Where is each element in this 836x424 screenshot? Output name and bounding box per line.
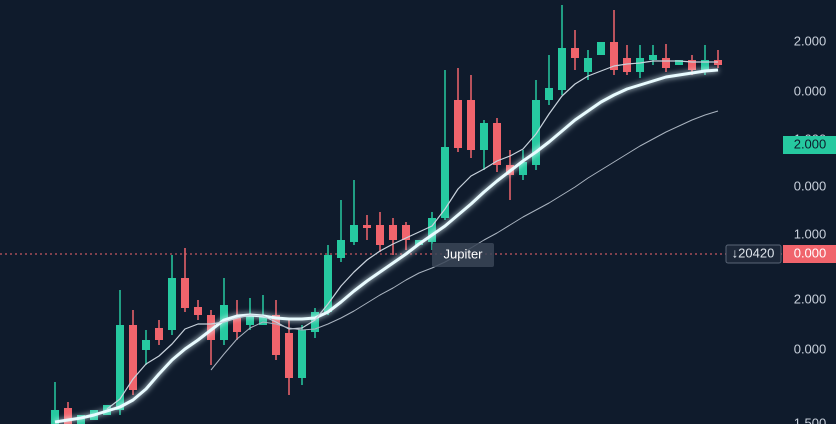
y-tick-label: 2.000 bbox=[794, 291, 827, 306]
candle-body bbox=[701, 60, 709, 72]
name-label: Jupiter bbox=[443, 246, 483, 261]
candle-body bbox=[545, 88, 553, 100]
candle-body bbox=[168, 278, 176, 330]
y-tick-label: 0.000 bbox=[794, 341, 827, 356]
candle-body bbox=[285, 333, 293, 378]
current-price-badge bbox=[783, 245, 836, 263]
candle-body bbox=[181, 278, 189, 308]
candle-body bbox=[337, 240, 345, 258]
candle-body bbox=[259, 315, 267, 325]
candle-body bbox=[311, 312, 319, 332]
candle-body bbox=[402, 225, 410, 240]
candle-body bbox=[662, 58, 670, 68]
candle-body bbox=[467, 100, 475, 150]
candle-body bbox=[688, 60, 696, 70]
candle-body bbox=[610, 42, 618, 70]
candle-body bbox=[428, 218, 436, 242]
candle-body bbox=[584, 58, 592, 72]
candle-body bbox=[142, 340, 150, 350]
current-price-label: 0.000 bbox=[794, 245, 827, 260]
candle-body bbox=[324, 255, 332, 312]
y-tick-label: 1.000 bbox=[794, 226, 827, 241]
price-badge-label: 2.000 bbox=[794, 136, 827, 151]
candle-body bbox=[675, 60, 683, 65]
candle-body bbox=[64, 408, 72, 424]
candle-body bbox=[363, 225, 371, 228]
countdown-box bbox=[725, 244, 782, 264]
y-tick-label: 0.000 bbox=[794, 178, 827, 193]
y-tick-label: 1.500 bbox=[794, 415, 827, 424]
candle-body bbox=[454, 100, 462, 148]
candle-body bbox=[623, 58, 631, 72]
ma-line bbox=[106, 60, 718, 410]
price-badge bbox=[783, 136, 836, 154]
candle-body bbox=[272, 315, 280, 355]
candle-body bbox=[155, 328, 163, 340]
candle-body bbox=[194, 307, 202, 315]
candle-body bbox=[207, 315, 215, 340]
candle-body bbox=[389, 225, 397, 240]
candle-body bbox=[636, 58, 644, 72]
candle-body bbox=[350, 225, 358, 242]
candle-body bbox=[441, 147, 449, 218]
candle-body bbox=[649, 55, 657, 60]
candle-body bbox=[571, 48, 579, 58]
ma-line bbox=[54, 68, 719, 424]
candle-body bbox=[298, 330, 306, 378]
candle-body bbox=[597, 42, 605, 55]
candle-body bbox=[532, 100, 540, 165]
candle-body bbox=[129, 325, 137, 390]
candle-body bbox=[116, 325, 124, 410]
candle-body bbox=[558, 48, 566, 90]
candle-body bbox=[519, 162, 527, 175]
candle-body bbox=[51, 410, 59, 424]
candle-body bbox=[246, 315, 254, 325]
name-label-box bbox=[432, 243, 494, 267]
candle-body bbox=[376, 225, 384, 245]
candle-body bbox=[480, 123, 488, 150]
countdown-label: ↓20420 bbox=[732, 245, 775, 260]
candle-body bbox=[233, 318, 241, 332]
y-tick-label: 0.000 bbox=[794, 83, 827, 98]
y-tick-label: 2.000 bbox=[794, 33, 827, 48]
candle-body bbox=[493, 123, 501, 165]
